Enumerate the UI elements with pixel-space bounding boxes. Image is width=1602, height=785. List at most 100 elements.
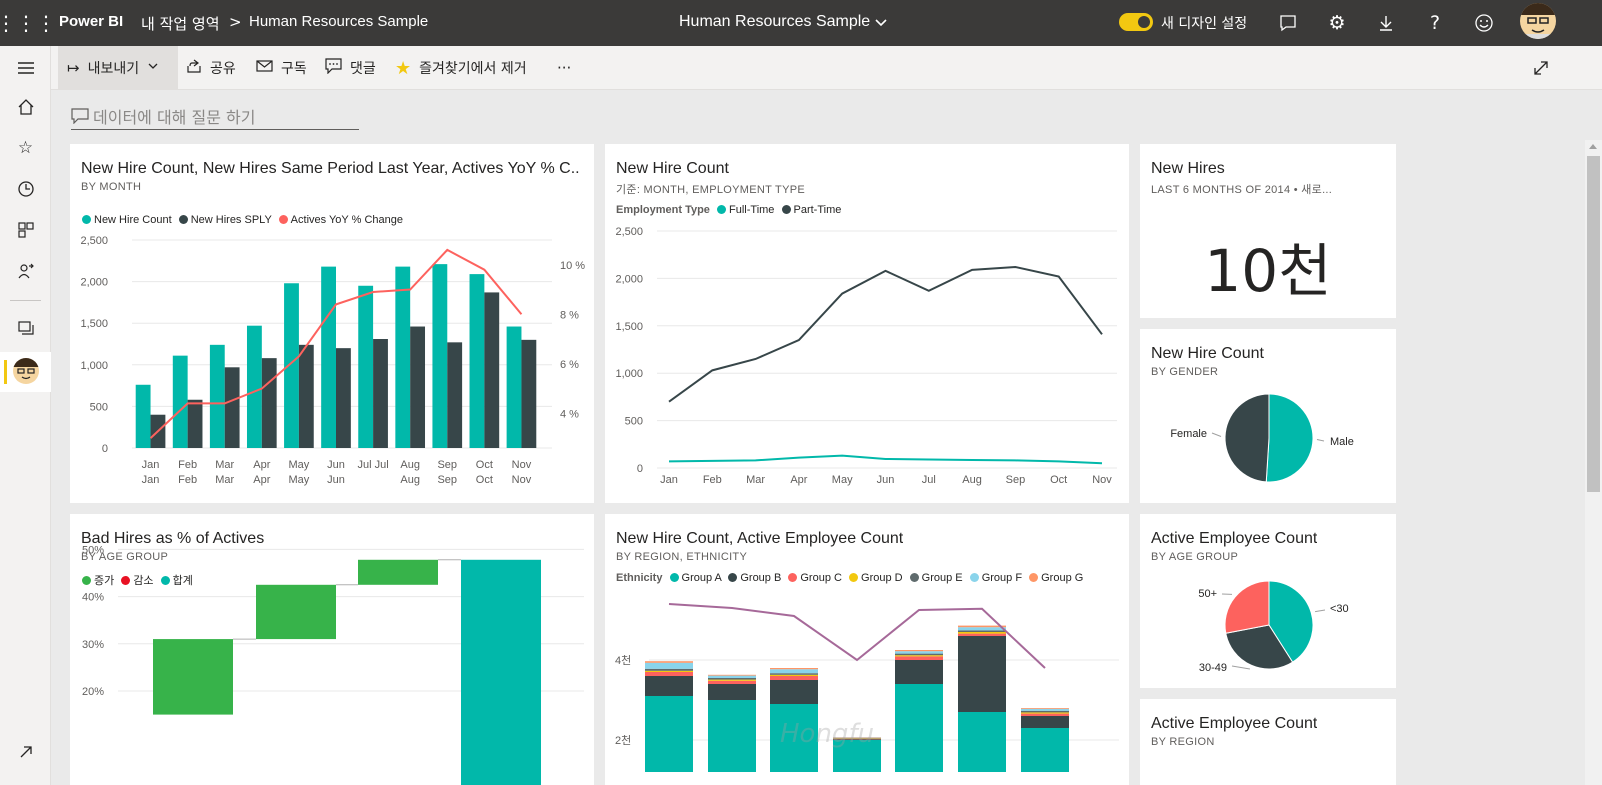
y-tick-label: 30% <box>82 639 104 651</box>
vertical-scrollbar[interactable] <box>1585 140 1602 785</box>
stacked-bar-segment <box>708 679 756 681</box>
pie-slice <box>1225 624 1294 670</box>
region-combo-chart: 2천 4천 <box>615 603 1119 772</box>
share-label: 공유 <box>210 61 236 77</box>
y-tick-label: 2,500 <box>80 235 108 247</box>
bar-new-hires-sply <box>410 326 426 448</box>
tile-subtitle: BY REGION, ETHNICITY <box>616 551 748 563</box>
avatar[interactable] <box>1520 3 1556 39</box>
tile-region-card[interactable]: Active Employee Count BY REGION <box>1140 699 1396 785</box>
tile-region-chart[interactable]: New Hire Count, Active Employee Count BY… <box>605 514 1129 785</box>
x-tick-label: Aug <box>400 474 420 486</box>
tile-bad-hires[interactable]: Bad Hires as % of Actives BY AGE GROUP 증… <box>70 514 594 785</box>
x-tick-label: Oct <box>1050 474 1067 486</box>
y-tick-label: 1,000 <box>615 368 643 380</box>
comment-button[interactable]: 댓글 <box>325 46 376 90</box>
x-tick-label: Jul <box>922 474 936 486</box>
export-button[interactable]: ↦ 내보내기 <box>58 46 178 90</box>
stacked-bar-segment <box>708 675 756 678</box>
y-tick-label: 1,500 <box>615 321 643 333</box>
tile-hires-line[interactable]: New Hire Count 기준: MONTH, EMPLOYMENT TYP… <box>605 144 1129 503</box>
tile-gender-pie[interactable]: New Hire Count BY GENDER Male Female <box>1140 329 1396 503</box>
more-options-button[interactable]: ··· <box>557 59 572 77</box>
legend-dot <box>909 573 919 582</box>
share-button[interactable]: 공유 <box>186 46 236 90</box>
product-name[interactable]: Power BI <box>59 13 124 30</box>
help-icon[interactable]: ? <box>1429 12 1441 34</box>
x-tick-label: Jan <box>142 459 160 471</box>
watermark: Hongfu <box>780 719 875 749</box>
bar-new-hires-sply <box>187 399 203 448</box>
apps-icon[interactable] <box>0 210 51 250</box>
feedback-smiley-icon[interactable] <box>1470 9 1498 37</box>
app-launcher-icon[interactable]: ⋮⋮⋮ <box>0 11 56 35</box>
my-workspace-nav-item[interactable] <box>0 352 51 392</box>
tile-new-hires-card[interactable]: New Hires LAST 6 MONTHS OF 2014 • 새로... … <box>1140 144 1396 318</box>
tile-title: New Hire Count, New Hires Same Period La… <box>81 160 581 177</box>
export-label: 내보내기 <box>87 61 140 77</box>
breadcrumb-workspace[interactable]: 내 작업 영역 <box>141 15 220 33</box>
stacked-bar-segment <box>895 653 943 656</box>
pie-leader-line <box>1211 432 1222 437</box>
card-value: 10천 <box>1204 237 1332 305</box>
legend-dot <box>781 205 791 214</box>
y-tick-label: 20% <box>82 686 104 698</box>
pie-slice <box>1224 580 1270 634</box>
age-pie-chart: <30 30-49 50+ <box>1198 580 1349 674</box>
subscribe-button[interactable]: 구독 <box>256 46 307 90</box>
pie-leader-line <box>1316 439 1325 442</box>
unfavorite-button[interactable]: ★ 즐겨찾기에서 제거 <box>395 46 527 90</box>
active-employee-line <box>668 603 1046 669</box>
expand-arrow-icon[interactable] <box>0 732 51 772</box>
export-arrow-icon: ↦ <box>67 59 80 77</box>
stacked-bar-segment <box>1021 716 1069 728</box>
tile-title: Active Employee Count <box>1151 715 1318 732</box>
hamburger-menu-icon[interactable] <box>0 48 51 88</box>
stacked-bar-segment <box>708 684 756 700</box>
breadcrumb-report[interactable]: Human Resources Sample <box>249 13 429 30</box>
y-tick-label: 40% <box>82 592 104 604</box>
x-tick-label: Mar <box>746 474 765 486</box>
comment-icon[interactable] <box>1274 9 1302 37</box>
recent-clock-icon[interactable] <box>0 169 51 209</box>
workspaces-icon[interactable] <box>0 308 51 348</box>
dashboard-title[interactable]: Human Resources Sample <box>679 13 871 30</box>
design-toggle[interactable] <box>1119 13 1153 31</box>
legend-item: Part-Time <box>793 204 842 216</box>
y2-tick-label: 4 % <box>560 408 579 420</box>
gear-icon[interactable]: ⚙ <box>1328 12 1346 34</box>
chevron-down-icon[interactable] <box>867 9 895 37</box>
stacked-bar-segment <box>895 651 943 654</box>
left-nav: ☆ <box>0 46 51 785</box>
qa-box[interactable]: 데이터에 대해 질문 하기 <box>71 102 359 130</box>
x-tick-label: Nov <box>1092 474 1112 486</box>
stacked-bar-segment <box>895 656 943 660</box>
tile-age-pie[interactable]: Active Employee Count BY AGE GROUP <30 30… <box>1140 514 1396 688</box>
favorites-star-icon[interactable]: ☆ <box>17 138 34 158</box>
tile-title: New Hire Count <box>616 160 729 177</box>
legend-item: 합계 <box>172 575 193 587</box>
expand-icon[interactable] <box>1532 46 1550 90</box>
chevron-down-icon <box>147 60 159 76</box>
tile-hires-combo[interactable]: New Hire Count, New Hires Same Period La… <box>70 144 594 503</box>
legend-dot <box>849 573 859 582</box>
pie-label: Male <box>1330 436 1354 448</box>
home-icon[interactable] <box>0 87 51 127</box>
x-tick-label: Sep <box>437 474 457 486</box>
shared-with-me-icon[interactable] <box>0 251 51 291</box>
x-tick-label: Jan <box>142 474 160 486</box>
stacked-bar-segment <box>708 678 756 680</box>
scrollbar-thumb[interactable] <box>1587 156 1600 492</box>
download-icon[interactable] <box>1372 9 1400 37</box>
legend-dot <box>82 576 91 585</box>
bar-new-hire-count <box>209 344 225 448</box>
stacked-bar-segment <box>770 668 818 670</box>
x-tick-label: May <box>832 474 853 486</box>
scroll-up-arrow[interactable] <box>1589 144 1597 149</box>
chart-legend: Employment Type Full-Time Part-Time <box>616 204 841 216</box>
legend-item: Group E <box>921 572 963 584</box>
legend-item: Group D <box>861 572 903 584</box>
stacked-bar-segment <box>833 740 881 772</box>
breadcrumb-separator: > <box>229 13 242 31</box>
x-tick-label: Jul Jul <box>357 459 388 471</box>
